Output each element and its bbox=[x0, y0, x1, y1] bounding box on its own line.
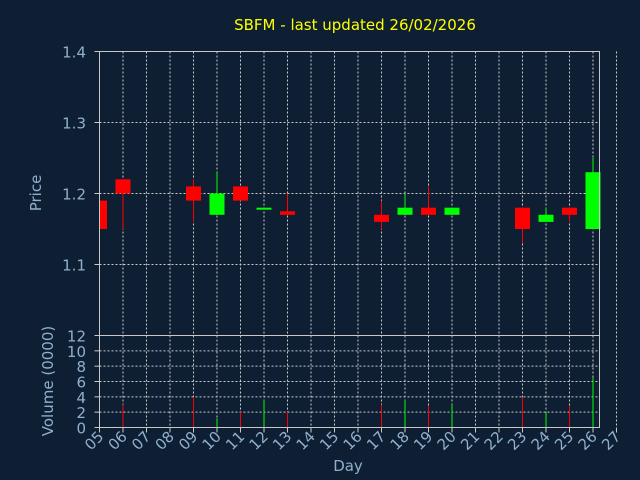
candle-body bbox=[115, 179, 131, 194]
candle-body bbox=[585, 172, 601, 229]
candle-body bbox=[209, 193, 225, 215]
candle-body bbox=[280, 211, 295, 215]
volume-tick-label: 2 bbox=[76, 404, 86, 422]
candle-body bbox=[421, 207, 436, 215]
volume-tick-label: 10 bbox=[67, 343, 86, 361]
candle-body bbox=[233, 186, 248, 201]
candle-body bbox=[538, 214, 554, 222]
volume-tick-label: 6 bbox=[76, 374, 86, 392]
price-grid bbox=[99, 51, 617, 336]
volume-tick-label: 4 bbox=[76, 389, 86, 407]
chart-title: SBFM - last updated 26/02/2026 bbox=[234, 16, 476, 34]
price-tick-label: 1.3 bbox=[62, 115, 86, 133]
volume-axis-title: Volume (0000) bbox=[39, 326, 57, 436]
day-x-ticks: 0506070809101112131415161718192021222324… bbox=[81, 427, 624, 454]
candle-body bbox=[99, 200, 107, 229]
volume-tick-label: 8 bbox=[76, 358, 86, 376]
volume-plot-frame bbox=[99, 335, 600, 428]
candles-layer bbox=[99, 158, 601, 244]
volume-tick-label: 0 bbox=[76, 420, 86, 438]
candle-body bbox=[562, 207, 577, 215]
price-tick-label: 1.1 bbox=[62, 257, 86, 275]
candle-body bbox=[186, 186, 201, 201]
volume-layer bbox=[99, 377, 594, 428]
volume-tick-label: 12 bbox=[67, 328, 86, 346]
price-tick-label: 1.2 bbox=[62, 186, 86, 204]
candle-body bbox=[444, 207, 460, 215]
price-axis-title: Price bbox=[27, 175, 45, 212]
price-y-ticks: 1.1 1.2 1.3 1.4 bbox=[62, 44, 100, 275]
candle-body bbox=[397, 207, 413, 215]
day-axis-title: Day bbox=[333, 457, 363, 475]
candle-body bbox=[256, 207, 272, 210]
price-tick-label: 1.4 bbox=[62, 44, 86, 62]
candle-body bbox=[374, 214, 389, 222]
candle-body bbox=[515, 207, 530, 229]
